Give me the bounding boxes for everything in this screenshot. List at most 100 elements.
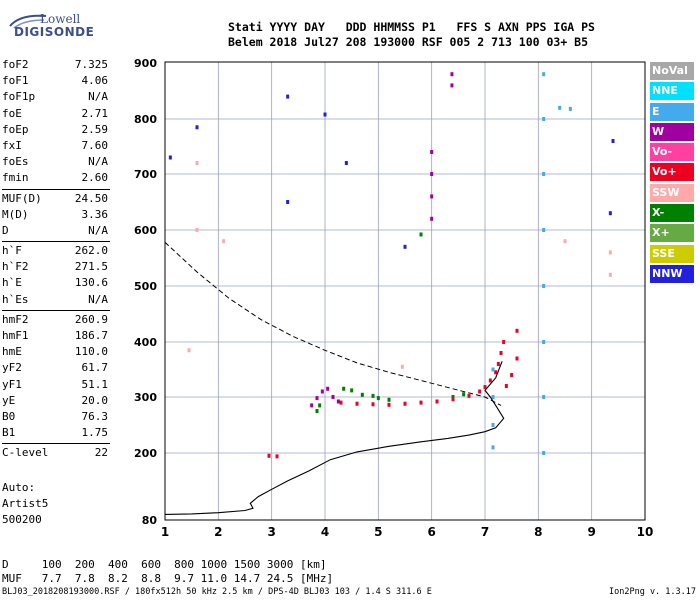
param-name: foEp [2,122,29,136]
trace-point-nnw [286,200,290,204]
logo-swoosh-icon [9,14,47,29]
legend-entry-w: W [650,122,694,141]
trace-point-vo- [502,340,506,344]
param-name: h`F2 [2,260,29,274]
param-separator [2,241,110,243]
param-value: N/A [88,155,108,169]
param-value: 110.0 [74,345,108,359]
trace-point-x- [315,409,319,413]
distance-muf-table: D 100 200 400 600 800 1000 1500 3000 [km… [2,558,333,586]
param-row: foEs N/A [2,155,108,171]
trace-point-vo- [355,401,359,406]
trace-point-vo- [496,362,500,366]
trace-point-ssw [608,272,612,277]
param-row: foF1 4.06 [2,74,108,90]
trace-point-vo- [419,400,423,405]
trace-point-vo- [451,397,455,402]
param-value: N/A [88,223,108,237]
param-name: B0 [2,409,16,423]
header-row2: Belem 2018 Jul27 208 193000 RSF 005 2 71… [228,35,589,49]
param-value: 2.71 [81,106,109,120]
trace-point-e [542,340,546,344]
param-row: M(D) 3.36 [2,208,108,224]
param-value: 76.3 [81,409,109,423]
model-dashed-line [164,241,502,406]
x-tick-label: 5 [374,525,382,539]
trace-point-w [315,396,319,401]
trace-point-e [491,423,495,427]
legend-entry-ssw: SSW [650,183,694,202]
param-name: MUF(D) [2,191,42,205]
trace-point-vo- [435,399,439,404]
trace-point-e [568,106,572,111]
trace-point-vo- [488,378,492,383]
x-tick-label: 7 [481,525,489,539]
version-footer: Ion2Png v. 1.3.17 [609,587,696,597]
param-name: yE [2,393,16,407]
trace-point-w [326,386,330,391]
station-header: Stati YYYY DAY DDD HHMMSS P1 FFS S AXN P… [228,20,595,50]
trace-point-nnw [611,139,615,143]
trace-point-nnw [286,94,290,99]
trace-point-vo- [483,385,487,390]
x-tick-label: 4 [321,525,329,539]
trace-point-vo- [387,402,391,407]
trace-point-vo- [499,351,503,355]
param-value: 271.5 [74,260,108,274]
param-name: yF1 [2,377,22,391]
trace-point-x- [387,397,391,402]
param-value: 2.59 [81,122,109,136]
trace-point-vo- [494,370,498,375]
trace-point-e [542,72,546,77]
x-tick-label: 3 [267,525,275,539]
trace-point-w [336,399,340,404]
param-row: hmF2 260.9 [2,313,108,329]
param-value: 7.325 [74,58,108,71]
param-row: foE 2.71 [2,107,108,123]
auto-program: Artist5 [2,497,49,510]
param-name: h`F [2,244,22,258]
y-tick-label: 700 [134,168,157,181]
param-row: B1 1.75 [2,426,108,442]
param-name: D [2,223,9,237]
trace-point-vo- [275,454,279,459]
x-tick-label: 1 [161,525,169,539]
param-value: 20.0 [81,393,109,407]
param-name: foEs [2,155,29,169]
trace-point-x- [376,396,380,401]
parameter-panel: foF2 7.325 foF1 4.06 foF1p N/A foE 2.71 foEp 2.59… [2,58,110,463]
param-row: hmF1 186.7 [2,329,108,345]
param-value: 24.50 [74,191,108,205]
trace-point-nnw [168,155,172,160]
trace-point-nnw [323,112,327,117]
param-row: D N/A [2,224,108,240]
trace-point-w [430,194,434,199]
trace-point-vo- [515,328,519,333]
param-row: yE 20.0 [2,394,108,410]
param-row: hmE 110.0 [2,345,108,361]
y-tick-label: 400 [134,336,157,349]
param-value: 22 [94,446,108,460]
trace-point-vo- [403,401,407,406]
param-name: hmE [2,345,22,359]
param-row: h`F 262.0 [2,244,108,260]
legend-entry-vo-: Vo- [650,143,694,162]
param-name: h`E [2,276,22,290]
trace-point-w [430,172,434,176]
param-name: hmF1 [2,329,29,342]
trace-point-x- [342,386,346,391]
legend: NoVal NNE E W Vo- Vo+ SSW X- X+ SSE NNW [650,62,694,285]
y-tick-label: 200 [134,447,157,460]
legend-entry-nnw: NNW [650,264,694,283]
param-row: h`Es N/A [2,293,108,309]
logo-line2: DIGISONDE [14,25,95,39]
x-tick-label: 10 [637,525,654,539]
trace-point-x- [350,388,354,393]
trace-point-e [542,284,546,288]
param-value: 7.60 [81,138,109,152]
trace-point-e [542,228,546,232]
param-row: B0 76.3 [2,410,108,426]
trace-point-e [542,117,546,121]
param-name: fmin [2,171,29,185]
param-name: foF1 [2,74,29,88]
